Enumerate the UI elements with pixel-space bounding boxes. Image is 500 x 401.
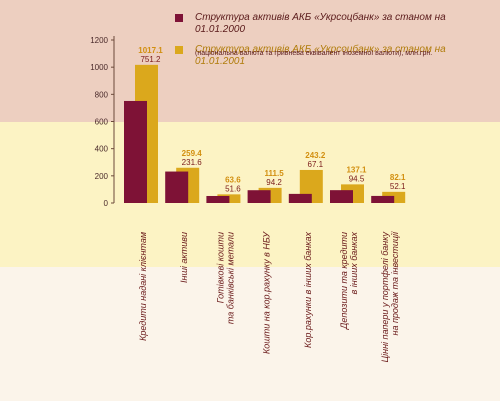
legend-label-2001: Структура активів АКБ «Укрсоцбанк» за ст… (195, 44, 446, 67)
value-label-2000: 51.6 (225, 184, 241, 193)
category-label-line: на продаж та інвестиції (390, 231, 400, 336)
bar-2000 (165, 171, 189, 203)
category-label-line: Кредити надані клієнтам (138, 232, 148, 341)
category-labels: Кредити надані клієнтам Інші активи Готівк… (138, 231, 400, 363)
category-label-line: Інші активи (179, 232, 189, 283)
legend-swatch-2001 (175, 46, 183, 54)
value-label-2000: 67.1 (308, 160, 324, 169)
y-tick-label: 600 (95, 118, 109, 127)
value-label-2000: 94.2 (266, 178, 282, 187)
category-label: Кошти на кор.рахунку в НБУ (262, 231, 272, 354)
value-label-2001: 111.5 (265, 169, 285, 178)
legend-item-2000: Структура активів АКБ «Укрсоцбанк» за ст… (175, 12, 495, 36)
value-label-2001: 1017.1 (138, 46, 163, 55)
category-label-line: в інших банках (349, 232, 359, 295)
category-label: Кредити надані клієнтам (138, 232, 148, 341)
category-label: Депозити та кредити в інших банках (339, 232, 359, 330)
bar-2000 (371, 195, 395, 203)
category-label-line: та банківські метали (225, 232, 235, 324)
bar-2000 (124, 100, 147, 203)
legend-swatch-2000 (175, 14, 183, 22)
value-label-2001: 243.2 (305, 151, 326, 160)
category-label-line: Кор.рахунки в інших банках (303, 232, 313, 348)
y-tick-label: 1200 (90, 36, 108, 45)
category-label-line: Готівкові кошти (215, 232, 225, 303)
legend-label-2000: Структура активів АКБ «Укрсоцбанк» за ст… (195, 12, 446, 35)
category-label-line: Цінні папери у портфелі банку (380, 232, 390, 363)
y-tick-label: 200 (95, 172, 109, 181)
value-label-2000: 231.6 (182, 158, 203, 167)
background-band-bottom (0, 267, 500, 401)
legend-item-2001: Структура активів АКБ «Укрсоцбанк» за ст… (175, 44, 495, 68)
category-label: Готівкові кошти та банківські метали (215, 232, 235, 324)
category-label-line: Депозити та кредити (339, 232, 349, 330)
category-label: Інші активи (179, 232, 189, 283)
bar-2000 (206, 195, 230, 203)
bar-2000 (330, 190, 353, 203)
category-label-line: Кошти на кор.рахунку в НБУ (262, 231, 272, 354)
legend: Структура активів АКБ «Укрсоцбанк» за ст… (175, 12, 495, 76)
y-axis: 0 200 400 600 800 1000 1200 (90, 36, 115, 208)
y-tick-label: 0 (104, 199, 109, 208)
background-band-top (0, 0, 500, 122)
value-label-2001: 137.1 (346, 165, 367, 174)
value-label-2000: 94.5 (349, 174, 365, 183)
category-label: Цінні папери у портфелі банку на продаж т… (380, 231, 400, 362)
units-note: (національна валюта та гривнева еквівале… (195, 50, 433, 57)
category-label: Кор.рахунки в інших банках (303, 232, 313, 348)
bar-2000 (247, 190, 271, 203)
value-label-2000: 52.1 (390, 182, 406, 191)
value-label-2001: 63.6 (225, 175, 241, 184)
y-tick-label: 1000 (90, 63, 108, 72)
value-label-2001: 82.1 (390, 173, 406, 182)
value-label-2000: 751.2 (140, 55, 161, 64)
bars (124, 64, 406, 203)
bar-2000 (288, 193, 312, 203)
y-tick-label: 800 (95, 90, 109, 99)
y-tick-label: 400 (95, 145, 109, 154)
value-label-2001: 259.4 (182, 149, 203, 158)
